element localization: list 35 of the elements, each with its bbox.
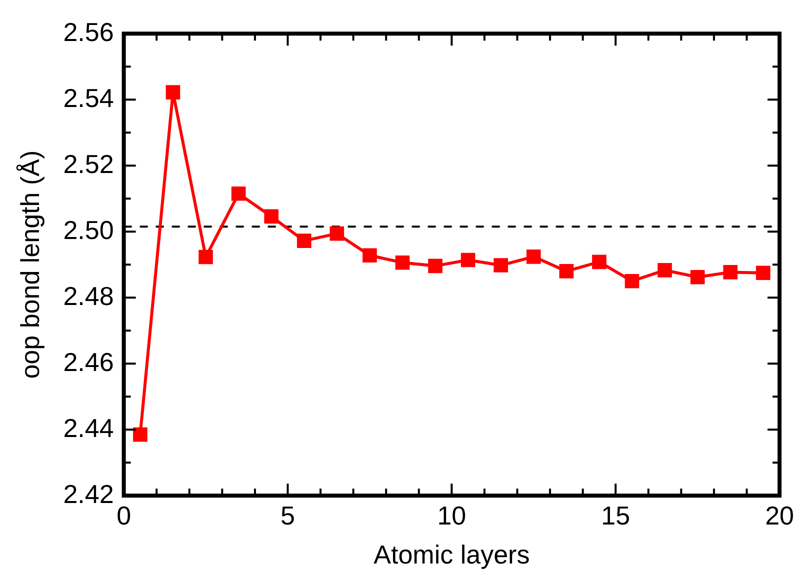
- x-tick-label: 15: [601, 500, 630, 530]
- point: [723, 265, 738, 280]
- y-axis-title: oop bond length (Å): [14, 150, 45, 379]
- point: [264, 209, 278, 224]
- point: [624, 274, 640, 288]
- x-axis-title: Atomic layers: [374, 540, 530, 570]
- point: [526, 250, 541, 264]
- point: [658, 263, 672, 278]
- point: [362, 248, 377, 263]
- y-tick-label: 2.44: [63, 412, 114, 443]
- y-tick-label: 2.48: [63, 280, 114, 311]
- point: [330, 226, 344, 241]
- y-tick-label: 2.52: [63, 148, 114, 179]
- y-tick-label: 2.54: [63, 82, 114, 113]
- point: [166, 85, 180, 100]
- point: [428, 258, 442, 274]
- point: [494, 258, 508, 272]
- point: [198, 250, 213, 264]
- point: [395, 255, 410, 270]
- y-tick-label: 2.46: [63, 346, 114, 377]
- point: [231, 186, 246, 201]
- x-tick-label: 10: [437, 500, 466, 530]
- point: [460, 252, 476, 268]
- point: [756, 266, 770, 280]
- point: [690, 270, 705, 284]
- x-tick-label: 20: [765, 500, 794, 530]
- x-tick-label: 5: [280, 500, 295, 530]
- y-tick-label: 2.50: [63, 214, 114, 245]
- y-tick-label: 2.42: [63, 478, 114, 509]
- point: [592, 254, 606, 270]
- y-tick-label: 2.56: [63, 16, 114, 47]
- point: [296, 234, 312, 248]
- point: [133, 427, 148, 442]
- x-tick-label: 0: [116, 500, 132, 530]
- point: [559, 264, 574, 278]
